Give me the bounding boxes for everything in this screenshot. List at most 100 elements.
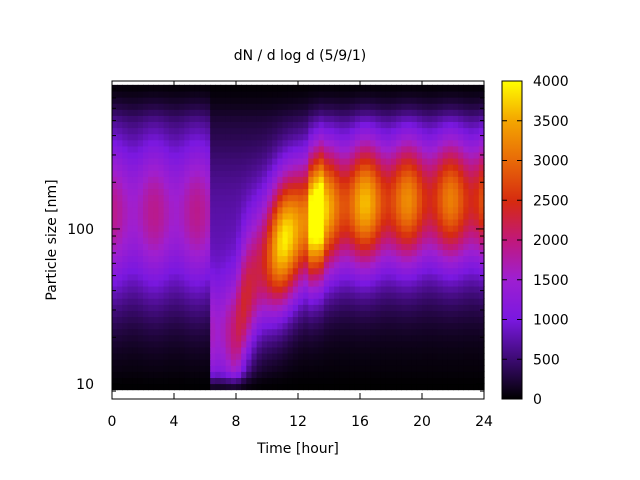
- heatmap-cell: [349, 261, 356, 269]
- heatmap-cell: [329, 200, 335, 208]
- heatmap-cell: [370, 97, 377, 104]
- heatmap-cell: [375, 285, 382, 293]
- heatmap-cell: [370, 170, 377, 177]
- heatmap-cell: [236, 249, 242, 257]
- heatmap-cell: [261, 103, 268, 110]
- heatmap-cell: [179, 353, 185, 360]
- heatmap-cell: [137, 243, 144, 250]
- heatmap-cell: [401, 170, 408, 177]
- heatmap-cell: [225, 371, 232, 378]
- heatmap-cell: [179, 255, 185, 263]
- colorbar-tick-label: 0: [533, 392, 542, 408]
- heatmap-cell: [473, 383, 480, 391]
- heatmap-cell: [225, 322, 232, 330]
- heatmap-cell: [380, 225, 387, 232]
- heatmap-cell: [122, 316, 129, 324]
- heatmap-cell: [411, 359, 418, 366]
- heatmap-cell: [277, 84, 284, 92]
- heatmap-cell: [241, 115, 247, 123]
- heatmap-cell: [349, 103, 356, 110]
- heatmap-cell: [184, 151, 191, 159]
- heatmap-cell: [453, 340, 459, 348]
- heatmap-cell: [236, 340, 242, 348]
- heatmap-cell: [349, 176, 356, 183]
- heatmap-cell: [292, 279, 299, 287]
- heatmap-cell: [427, 328, 433, 336]
- heatmap-cell: [132, 316, 139, 324]
- heatmap-cell: [380, 249, 387, 257]
- heatmap-cell: [442, 127, 449, 135]
- heatmap-cell: [422, 218, 428, 226]
- heatmap-cell: [473, 103, 480, 110]
- heatmap-cell: [132, 133, 139, 141]
- heatmap-cell: [298, 157, 304, 165]
- heatmap-cell: [318, 365, 325, 372]
- heatmap-cell: [158, 304, 165, 311]
- heatmap-cell: [298, 383, 304, 391]
- heatmap-cell: [442, 383, 449, 391]
- heatmap-cell: [391, 383, 397, 391]
- heatmap-cell: [194, 218, 201, 226]
- heatmap-cell: [365, 121, 371, 129]
- heatmap-cell: [210, 346, 216, 354]
- heatmap-cell: [199, 231, 206, 238]
- heatmap-cell: [411, 292, 418, 299]
- heatmap-cell: [473, 231, 480, 238]
- heatmap-cell: [287, 285, 294, 293]
- heatmap-cell: [189, 243, 196, 250]
- heatmap-cell: [256, 249, 263, 257]
- heatmap-cell: [298, 139, 304, 147]
- heatmap-cell: [168, 365, 175, 372]
- heatmap-cell: [251, 206, 258, 214]
- heatmap-cell: [215, 267, 222, 275]
- heatmap-cell: [148, 182, 154, 190]
- heatmap-cell: [137, 328, 144, 336]
- heatmap-cell: [267, 285, 273, 293]
- heatmap-cell: [179, 164, 185, 171]
- heatmap-cell: [303, 310, 309, 318]
- heatmap-cell: [143, 164, 149, 171]
- heatmap-cell: [127, 90, 134, 98]
- heatmap-cell: [199, 139, 206, 147]
- heatmap-cell: [148, 115, 154, 123]
- heatmap-cell: [246, 243, 253, 250]
- heatmap-cell: [339, 115, 346, 123]
- heatmap-cell: [127, 292, 134, 299]
- heatmap-cell: [168, 151, 175, 159]
- heatmap-cell: [416, 377, 423, 385]
- heatmap-cell: [137, 170, 144, 177]
- heatmap-cell: [339, 322, 346, 330]
- heatmap-cell: [117, 273, 123, 281]
- heatmap-cell: [184, 231, 191, 238]
- heatmap-cell: [261, 115, 268, 123]
- heatmap-cell: [132, 377, 139, 385]
- heatmap-cell: [184, 377, 191, 385]
- heatmap-cell: [148, 261, 154, 269]
- heatmap-cell: [354, 90, 361, 98]
- heatmap-cell: [370, 206, 377, 214]
- heatmap-cell: [292, 139, 299, 147]
- heatmap-cell: [174, 359, 180, 366]
- heatmap-cell: [194, 231, 201, 238]
- heatmap-cell: [463, 170, 470, 177]
- heatmap-cell: [143, 328, 149, 336]
- heatmap-cell: [230, 212, 237, 220]
- heatmap-cell: [360, 151, 366, 159]
- heatmap-cell: [298, 164, 304, 171]
- heatmap-cell: [225, 109, 232, 116]
- heatmap-cell: [148, 194, 154, 202]
- heatmap-cell: [453, 212, 459, 220]
- heatmap-cell: [354, 145, 361, 153]
- heatmap-cell: [339, 182, 346, 190]
- heatmap-cell: [246, 383, 253, 391]
- heatmap-cell: [277, 249, 284, 257]
- heatmap-cell: [220, 237, 227, 244]
- heatmap-cell: [437, 267, 444, 275]
- heatmap-cell: [277, 371, 284, 378]
- heatmap-cell: [112, 206, 118, 214]
- heatmap-cell: [422, 237, 428, 244]
- heatmap-cell: [220, 151, 227, 159]
- heatmap-cell: [432, 225, 439, 232]
- heatmap-cell: [287, 237, 294, 244]
- heatmap-cell: [416, 231, 423, 238]
